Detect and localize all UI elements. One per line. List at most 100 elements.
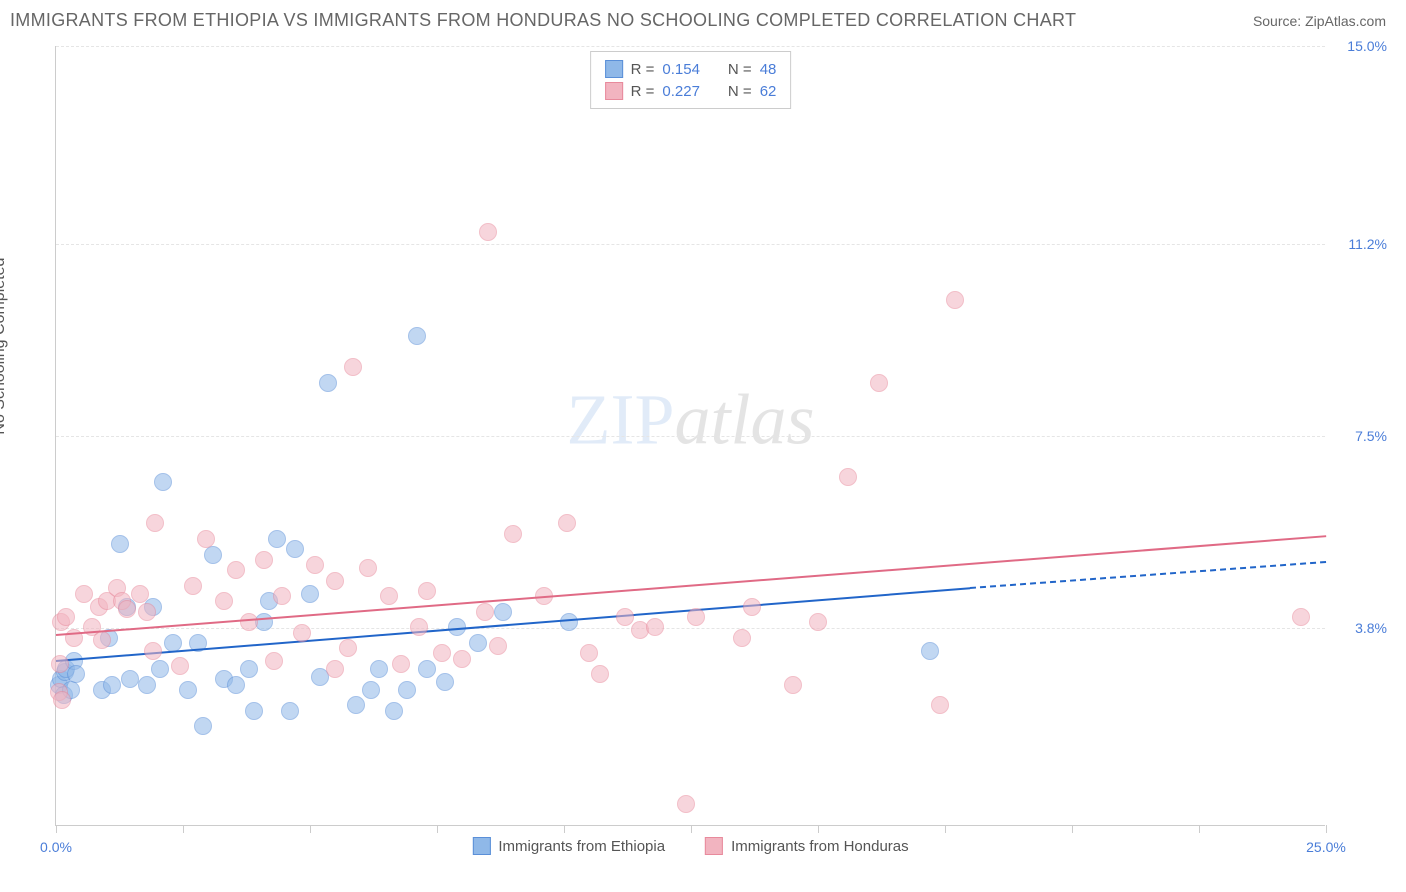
- x-tick: [437, 825, 438, 833]
- scatter-point: [111, 535, 129, 553]
- scatter-point: [339, 639, 357, 657]
- legend-n-label: N =: [728, 83, 752, 100]
- scatter-point: [591, 665, 609, 683]
- x-tick-label: 0.0%: [40, 839, 72, 855]
- series-legend-item: Immigrants from Honduras: [705, 837, 909, 855]
- scatter-point: [306, 556, 324, 574]
- scatter-point: [433, 644, 451, 662]
- x-tick: [310, 825, 311, 833]
- scatter-point: [121, 670, 139, 688]
- scatter-point: [326, 660, 344, 678]
- chart-container: No Schooling Completed ZIPatlas R =0.154…: [10, 36, 1396, 886]
- scatter-point: [362, 681, 380, 699]
- legend-r-value: 0.154: [662, 61, 700, 78]
- scatter-point: [93, 631, 111, 649]
- x-tick: [1199, 825, 1200, 833]
- scatter-point: [286, 540, 304, 558]
- scatter-point: [494, 603, 512, 621]
- scatter-point: [489, 637, 507, 655]
- scatter-point: [281, 702, 299, 720]
- scatter-point: [809, 613, 827, 631]
- scatter-point: [151, 660, 169, 678]
- scatter-point: [558, 514, 576, 532]
- scatter-point: [359, 559, 377, 577]
- scatter-point: [273, 587, 291, 605]
- scatter-point: [268, 530, 286, 548]
- gridline: [56, 46, 1325, 47]
- scatter-point: [646, 618, 664, 636]
- source-label: Source: ZipAtlas.com: [1253, 13, 1386, 29]
- legend-r-value: 0.227: [662, 83, 700, 100]
- y-tick-label: 7.5%: [1355, 428, 1387, 444]
- scatter-point: [240, 613, 258, 631]
- scatter-point: [436, 673, 454, 691]
- series-legend: Immigrants from Ethiopia Immigrants from …: [472, 837, 908, 855]
- scatter-point: [240, 660, 258, 678]
- legend-n-value: 48: [760, 61, 777, 78]
- watermark-atlas: atlas: [674, 379, 814, 459]
- scatter-point: [227, 676, 245, 694]
- legend-row: R = 0.227 N = 62: [605, 80, 777, 102]
- scatter-point: [931, 696, 949, 714]
- legend-n-value: 62: [760, 83, 777, 100]
- chart-title: IMMIGRANTS FROM ETHIOPIA VS IMMIGRANTS F…: [10, 10, 1076, 31]
- scatter-point: [184, 577, 202, 595]
- scatter-point: [392, 655, 410, 673]
- legend-swatch: [605, 82, 623, 100]
- scatter-point: [347, 696, 365, 714]
- scatter-point: [946, 291, 964, 309]
- scatter-point: [677, 795, 695, 813]
- x-tick: [1072, 825, 1073, 833]
- chart-header: IMMIGRANTS FROM ETHIOPIA VS IMMIGRANTS F…: [0, 0, 1406, 36]
- legend-swatch: [472, 837, 490, 855]
- plot-area: ZIPatlas R =0.154N =48R =0.227N =62 Immi…: [55, 46, 1325, 826]
- scatter-point: [380, 587, 398, 605]
- scatter-point: [154, 473, 172, 491]
- scatter-point: [398, 681, 416, 699]
- x-tick: [691, 825, 692, 833]
- scatter-point: [138, 676, 156, 694]
- scatter-point: [53, 691, 71, 709]
- scatter-point: [385, 702, 403, 720]
- scatter-point: [51, 655, 69, 673]
- x-tick: [1326, 825, 1327, 833]
- scatter-point: [215, 592, 233, 610]
- scatter-point: [144, 642, 162, 660]
- legend-r-label: R =: [631, 61, 655, 78]
- gridline: [56, 436, 1325, 437]
- scatter-point: [57, 608, 75, 626]
- scatter-point: [560, 613, 578, 631]
- scatter-point: [103, 676, 121, 694]
- scatter-point: [179, 681, 197, 699]
- scatter-point: [227, 561, 245, 579]
- scatter-point: [418, 660, 436, 678]
- scatter-point: [265, 652, 283, 670]
- scatter-point: [75, 585, 93, 603]
- scatter-point: [67, 665, 85, 683]
- scatter-point: [469, 634, 487, 652]
- legend-r-label: R =: [631, 83, 655, 100]
- scatter-point: [479, 223, 497, 241]
- x-tick: [564, 825, 565, 833]
- x-tick: [56, 825, 57, 833]
- scatter-point: [733, 629, 751, 647]
- series-label: Immigrants from Honduras: [731, 838, 909, 855]
- legend-row: R =0.154N =48: [605, 58, 777, 80]
- y-tick-label: 15.0%: [1347, 38, 1387, 54]
- gridline: [56, 244, 1325, 245]
- scatter-point: [370, 660, 388, 678]
- scatter-point: [784, 676, 802, 694]
- scatter-point: [146, 514, 164, 532]
- series-label: Immigrants from Ethiopia: [498, 838, 665, 855]
- x-tick: [945, 825, 946, 833]
- scatter-point: [418, 582, 436, 600]
- scatter-point: [921, 642, 939, 660]
- watermark-zip: ZIP: [566, 379, 674, 459]
- scatter-point: [580, 644, 598, 662]
- scatter-point: [194, 717, 212, 735]
- scatter-point: [839, 468, 857, 486]
- scatter-point: [118, 600, 136, 618]
- x-tick: [183, 825, 184, 833]
- scatter-point: [870, 374, 888, 392]
- scatter-point: [410, 618, 428, 636]
